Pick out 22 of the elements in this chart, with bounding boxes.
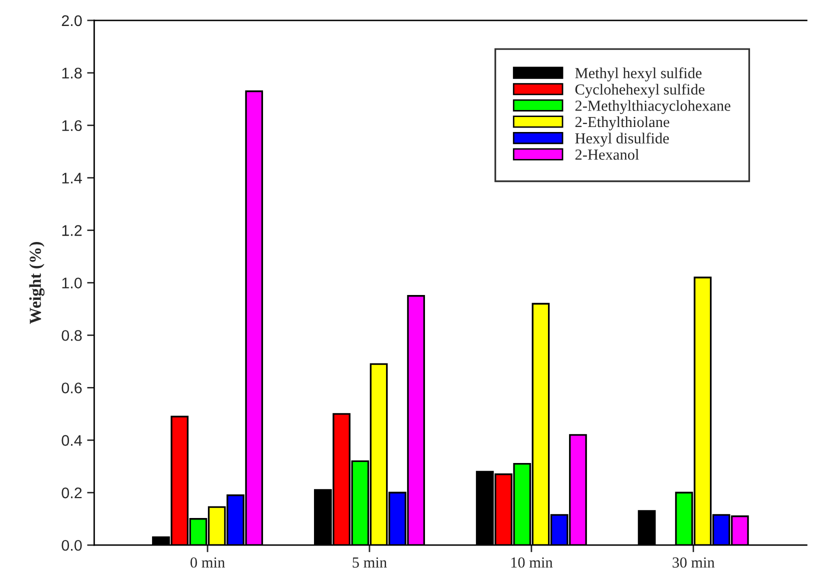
y-tick-label: 0.2 [62, 488, 82, 498]
legend-label: 2-Hexanol [575, 149, 639, 160]
y-tick-label: 1.8 [62, 68, 82, 79]
legend-label: 2-Ethylthiolane [575, 116, 670, 130]
y-tick-label: 0.8 [62, 330, 82, 341]
y-tick-label: 1.2 [62, 225, 82, 236]
y-tick-label: 0.0 [62, 540, 82, 551]
y-tick-label: 2.0 [62, 15, 82, 26]
x-tick-label: 5 min [352, 557, 387, 568]
legend-label: 2-Methylthiacyclohexane [575, 100, 730, 114]
x-tick-label: 30 min [672, 557, 715, 568]
x-tick-label: 0 min [190, 557, 225, 568]
legend-label: Methyl hexyl sulfide [575, 67, 702, 82]
legend-label: Cyclohehexyl sulfide [575, 84, 704, 98]
y-tick-label: 0.6 [62, 382, 82, 394]
legend-label: Hexyl disulfide [575, 132, 669, 147]
y-tick-label: 1.0 [62, 278, 82, 288]
x-tick-label: 10 min [511, 557, 553, 568]
y-tick-label: 0.4 [62, 435, 82, 446]
y-tick-label: 1.4 [62, 172, 82, 184]
y-axis-title: Weight (%) [29, 242, 44, 324]
y-tick-label: 1.6 [62, 120, 82, 132]
